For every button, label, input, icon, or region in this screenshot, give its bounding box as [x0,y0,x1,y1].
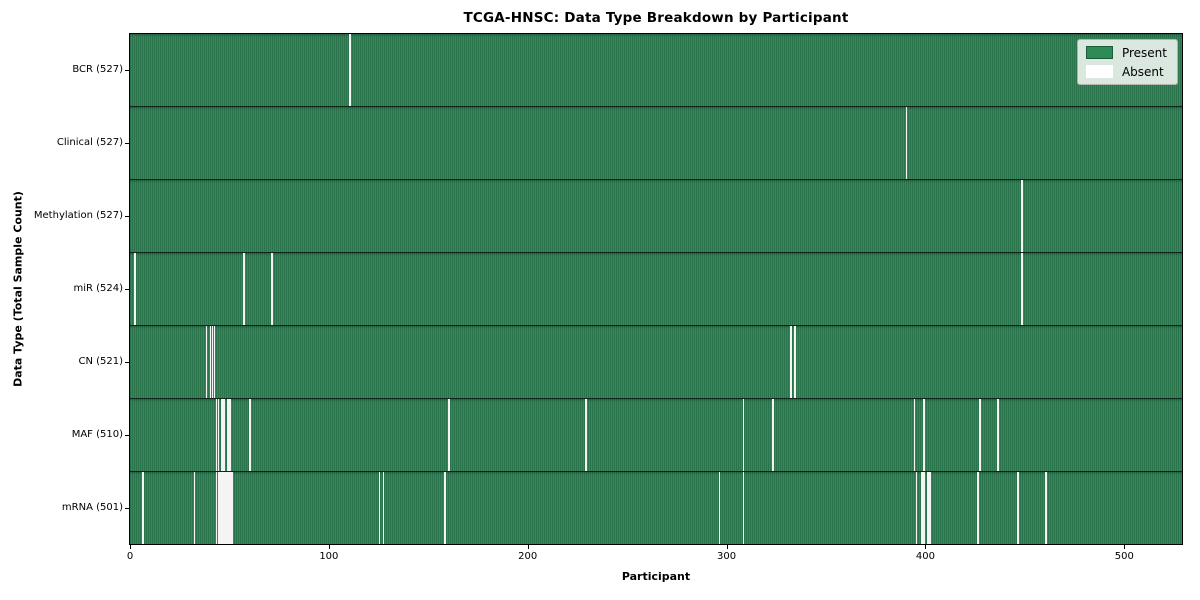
absent-mark [929,472,932,544]
absent-mark [444,472,446,544]
legend-present-label: Present [1121,45,1167,60]
absent-mark [229,472,232,544]
x-tick-label: 500 [1114,551,1134,562]
absent-mark [997,399,999,471]
absent-mark [1016,472,1019,544]
absent-mark [378,472,381,544]
x-tick-label: 0 [126,551,134,562]
y-tick-mark [125,216,129,218]
x-axis-label: Participant [621,570,691,583]
x-tick-mark [527,545,529,549]
absent-mark [193,472,196,544]
absent-mark [348,34,351,106]
absent-mark [927,472,930,544]
absent-mark [219,472,222,544]
absent-mark [913,399,916,471]
x-tick-label: 400 [915,551,935,562]
legend: Present Absent [1076,39,1178,85]
absent-mark [790,326,793,398]
absent-mark [217,472,220,544]
absent-mark [921,472,924,544]
absent-mark [223,472,226,544]
absent-mark [227,472,230,544]
absent-mark [243,253,246,325]
y-tick-label: mRNA (501) [61,501,123,513]
absent-mark [221,399,224,471]
absent-mark [271,253,273,325]
absent-mark [221,472,224,544]
legend-entry-present: Present [1085,45,1167,60]
absent-mark [448,399,450,471]
absent-mark [915,472,918,544]
y-tick-label: BCR (527) [72,64,123,76]
absent-mark [227,399,230,471]
y-tick-mark [125,289,129,290]
absent-mark [225,472,228,544]
x-tick-mark [130,545,131,549]
heatmap-row-miR [130,253,1182,326]
absent-mark [742,399,745,471]
x-tick-label: 100 [319,551,339,562]
absent-mark [141,472,144,544]
legend-entry-absent: Absent [1085,64,1167,79]
absent-mark [205,326,208,398]
absent-mark [1044,472,1047,544]
heatmap-row-Methylation [130,180,1182,253]
absent-mark [905,107,908,179]
absent-mark [772,399,775,471]
absent-mark [1020,253,1023,325]
absent-mark [215,472,218,544]
heatmap-row-mRNA [130,472,1182,544]
y-tick-mark [125,70,129,72]
y-tick-label: miR (524) [73,283,123,294]
absent-mark [1020,180,1023,252]
absent-mark [249,399,252,471]
legend-present-swatch [1085,46,1113,59]
heatmap-row-MAF [130,399,1182,472]
x-tick-mark [1124,545,1126,549]
absent-mark [794,326,796,398]
x-tick-mark [726,545,728,549]
absent-mark [585,399,588,471]
absent-mark [742,472,745,544]
y-tick-label: Clinical (527) [56,137,123,149]
absent-mark [213,326,216,398]
absent-mark [718,472,721,544]
absent-mark [923,472,926,544]
chart-title: TCGA-HNSC: Data Type Breakdown by Partic… [463,10,849,26]
absent-mark [211,326,214,398]
y-tick-label: CN (521) [78,355,123,367]
absent-mark [209,326,212,398]
absent-mark [979,399,981,471]
x-tick-label: 200 [518,551,538,562]
y-tick-label: Methylation (527) [33,210,123,222]
plot-area: Present Absent [129,33,1183,545]
heatmap-row-Clinical [130,107,1182,180]
absent-mark [133,253,136,325]
absent-mark [217,399,220,471]
legend-absent-swatch [1085,65,1113,78]
legend-absent-label: Absent [1121,64,1164,79]
absent-mark [382,472,385,544]
absent-mark [977,472,979,544]
heatmap-row-CN [130,326,1182,399]
absent-mark [215,399,218,471]
x-tick-mark [328,545,330,549]
x-tick-mark [925,545,927,549]
y-tick-label: MAF (510) [71,428,123,440]
x-tick-label: 300 [717,551,737,562]
absent-mark [923,399,926,471]
heatmap-rows [130,34,1182,544]
absent-mark [229,399,232,471]
y-tick-mark [125,361,129,363]
y-tick-mark [125,434,129,436]
heatmap-row-BCR [130,34,1182,107]
absent-mark [223,399,226,471]
y-tick-mark [125,143,129,145]
absent-mark [231,472,234,544]
y-tick-mark [125,507,129,509]
